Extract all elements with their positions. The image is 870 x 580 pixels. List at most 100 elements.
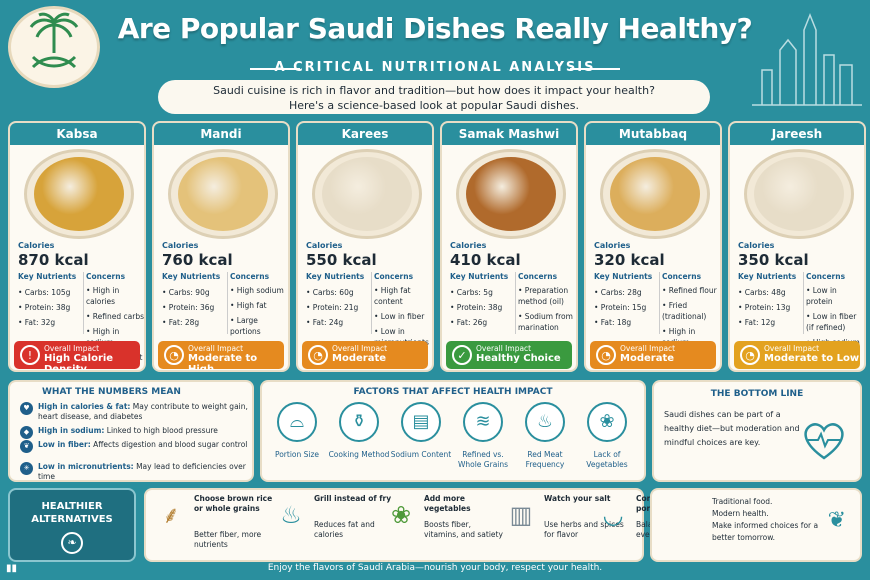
dish-card-mutabbaq: Mutabbaq Calories 320 kcal Key Nutrients… bbox=[584, 121, 722, 372]
salt-shaker-icon: ▤ bbox=[401, 402, 441, 442]
grain-icon: ≋ bbox=[463, 402, 503, 442]
concern-item: • Low in fiber bbox=[374, 312, 425, 321]
dish-food bbox=[322, 157, 412, 231]
nutrient-value: • Protein: 21g bbox=[306, 303, 359, 312]
riyadh-skyline-icon bbox=[752, 12, 862, 106]
grill-icon: ♨ bbox=[280, 501, 302, 529]
concerns-label: Concerns bbox=[86, 272, 126, 281]
nutrient-value: • Fat: 12g bbox=[738, 318, 776, 327]
nutrient-value: • Carbs: 90g bbox=[162, 288, 210, 297]
dish-name: Mutabbaq bbox=[586, 123, 720, 145]
concerns-label: Concerns bbox=[518, 272, 558, 281]
nutrient-value: • Carbs: 105g bbox=[18, 288, 71, 297]
impact-value: Healthy Choice bbox=[476, 353, 561, 364]
nutrient-value: • Fat: 26g bbox=[450, 318, 488, 327]
calories-label: Calories bbox=[594, 241, 631, 250]
impact-badge: ◔ Overall Impact Moderate to Low bbox=[734, 341, 860, 369]
key-nutrients-label: Key Nutrients bbox=[738, 272, 797, 281]
impact-label: Overall Impact bbox=[764, 344, 820, 353]
divider bbox=[371, 272, 372, 334]
dish-name: Karees bbox=[298, 123, 432, 145]
impact-label: Overall Impact bbox=[188, 344, 244, 353]
bowl-icon: ◡ bbox=[602, 501, 624, 529]
alternatives-list: ⸙ Choose brown rice or whole grains Bett… bbox=[144, 488, 676, 562]
concern-item: • High sodium bbox=[230, 286, 284, 295]
wheat-icon: ⸙ bbox=[162, 501, 180, 529]
factor-lack-vegetables: ❀ Lack of Vegetables bbox=[576, 402, 638, 470]
micronutrient-icon: ✳ bbox=[20, 462, 33, 475]
numbers-meaning-panel: WHAT THE NUMBERS MEAN ♥ High in calories … bbox=[8, 380, 254, 482]
dish-photo bbox=[586, 145, 720, 245]
dish-card-jareesh: Jareesh Calories 350 kcal Key Nutrients … bbox=[728, 121, 866, 372]
dish-name: Jareesh bbox=[730, 123, 864, 145]
saudi-emblem-logo bbox=[8, 6, 100, 88]
heart-icon: ♥ bbox=[20, 402, 33, 415]
calories-label: Calories bbox=[306, 241, 343, 250]
gauge-icon: ◔ bbox=[740, 345, 760, 365]
factor-refined-grains: ≋ Refined vs. Whole Grains bbox=[452, 402, 514, 470]
concern-item: • Sodium from marination bbox=[518, 312, 573, 332]
dish-photo bbox=[442, 145, 576, 245]
factor-sodium-content: ▤ Sodium Content bbox=[390, 402, 452, 460]
impact-value: Moderate bbox=[332, 353, 387, 364]
gauge-icon: ◔ bbox=[164, 345, 184, 365]
salt-shaker-icon: ▥ bbox=[509, 501, 533, 529]
divider bbox=[659, 272, 660, 334]
nutrient-value: • Protein: 36g bbox=[162, 303, 215, 312]
calories-value: 760 kcal bbox=[162, 251, 233, 269]
concerns-list: • Preparation method (oil) • Sodium from … bbox=[518, 285, 576, 337]
key-nutrients-label: Key Nutrients bbox=[306, 272, 365, 281]
concern-item: • Low in protein bbox=[806, 286, 837, 306]
closing-line-3: Make informed choices for a better tomor… bbox=[712, 521, 819, 542]
nutrients-list: • Carbs: 28g • Protein: 15g • Fat: 18g bbox=[594, 285, 658, 330]
dish-food bbox=[610, 157, 700, 231]
calories-label: Calories bbox=[18, 241, 55, 250]
calories-value: 550 kcal bbox=[306, 251, 377, 269]
numbers-row: ❦ Low in fiber: Affects digestion and blo… bbox=[20, 440, 250, 453]
dish-card-samak-mashwi: Samak Mashwi Calories 410 kcal Key Nutri… bbox=[440, 121, 578, 372]
impact-badge: ✓ Overall Impact Healthy Choice bbox=[446, 341, 572, 369]
numbers-row: ♥ High in calories & fat: May contribute … bbox=[20, 402, 250, 422]
nutrient-value: • Fat: 18g bbox=[594, 318, 632, 327]
impact-value: Moderate to High bbox=[188, 353, 258, 372]
concerns-label: Concerns bbox=[230, 272, 270, 281]
concerns-label: Concerns bbox=[662, 272, 702, 281]
nutrient-value: • Protein: 38g bbox=[450, 303, 503, 312]
bottom-line-title: THE BOTTOM LINE bbox=[710, 389, 804, 399]
divider bbox=[83, 272, 84, 334]
concern-item: • Low in fiber (if refined) bbox=[806, 312, 857, 332]
numbers-row: ◆ High in sodium: Linked to high blood pr… bbox=[20, 426, 250, 439]
divider bbox=[803, 272, 804, 334]
nutrient-value: • Fat: 32g bbox=[18, 318, 56, 327]
impact-label: Overall Impact bbox=[44, 344, 100, 353]
divider bbox=[227, 272, 228, 334]
concern-item: • Fried (traditional) bbox=[662, 301, 707, 321]
footer-text: Enjoy the flavors of Saudi Arabia—nouris… bbox=[267, 563, 603, 573]
nutrients-list: • Carbs: 5g • Protein: 38g • Fat: 26g bbox=[450, 285, 514, 330]
dish-photo bbox=[730, 145, 864, 245]
dish-photo bbox=[154, 145, 288, 245]
salt-icon: ◆ bbox=[20, 426, 33, 439]
intro-banner: Saudi cuisine is rich in flavor and trad… bbox=[158, 80, 710, 114]
alert-icon: ! bbox=[20, 345, 40, 365]
impact-label: Overall Impact bbox=[620, 344, 676, 353]
concerns-list: • High sodium • High fat • Large portions bbox=[230, 285, 288, 341]
calories-value: 320 kcal bbox=[594, 251, 665, 269]
leaf-icon: ❧ bbox=[61, 532, 83, 554]
calories-value: 870 kcal bbox=[18, 251, 89, 269]
numbers-title: WHAT THE NUMBERS MEAN bbox=[42, 387, 181, 397]
concerns-label: Concerns bbox=[806, 272, 846, 281]
nutrient-value: • Fat: 28g bbox=[162, 318, 200, 327]
nutrient-value: • Carbs: 28g bbox=[594, 288, 642, 297]
factors-title: FACTORS THAT AFFECT HEALTH IMPACT bbox=[353, 387, 553, 397]
dish-photo bbox=[298, 145, 432, 245]
vegetables-icon: ❀ bbox=[390, 501, 412, 529]
calories-label: Calories bbox=[450, 241, 487, 250]
divider bbox=[515, 272, 516, 334]
nutrients-list: • Carbs: 60g • Protein: 21g • Fat: 24g bbox=[306, 285, 370, 330]
impact-label: Overall Impact bbox=[332, 344, 388, 353]
gauge-icon: ◔ bbox=[308, 345, 328, 365]
impact-badge: ! Overall Impact High Calorie Density bbox=[14, 341, 140, 370]
bottom-line-panel: THE BOTTOM LINE Saudi dishes can be part… bbox=[652, 380, 862, 482]
concern-item: • Refined flour bbox=[662, 286, 717, 295]
